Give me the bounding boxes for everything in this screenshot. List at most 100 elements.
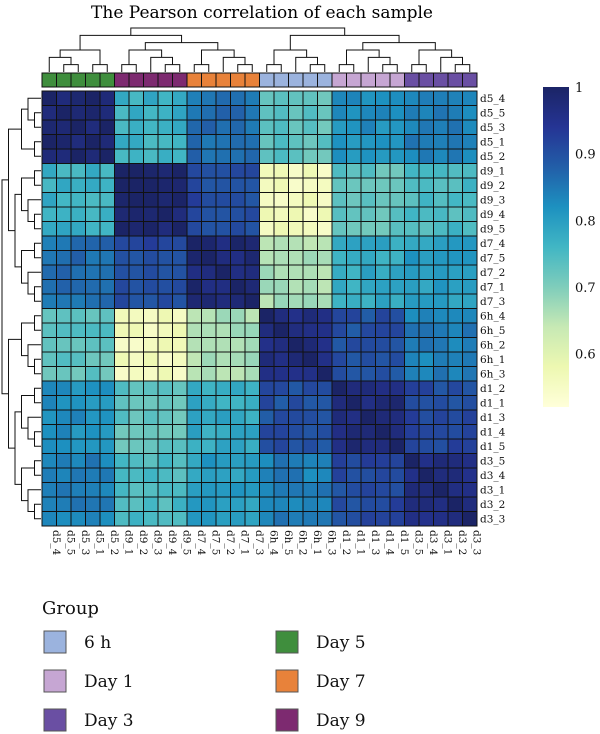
- heatmap-cell: [215, 482, 231, 498]
- heatmap-cell: [346, 395, 362, 411]
- dendrogram-branch: [382, 64, 398, 72]
- heatmap-cell: [273, 467, 289, 483]
- heatmap-cell: [418, 380, 434, 396]
- heatmap-cell: [360, 119, 376, 135]
- heatmap-cell: [288, 293, 304, 309]
- heatmap-cell: [172, 467, 188, 483]
- heatmap-cell: [447, 192, 463, 208]
- heatmap-cell: [273, 221, 289, 237]
- heatmap-cell: [259, 322, 275, 338]
- heatmap-cell: [433, 409, 449, 425]
- heatmap-cell: [128, 279, 144, 295]
- row-label: d5_1: [480, 136, 505, 148]
- heatmap-cell: [418, 163, 434, 179]
- group-bar-cell: [389, 72, 405, 88]
- heatmap-cell: [128, 395, 144, 411]
- heatmap-cell: [462, 90, 478, 106]
- heatmap-cell: [41, 119, 57, 135]
- heatmap-cell: [418, 409, 434, 425]
- dendrogram-branch: [34, 358, 41, 375]
- heatmap-cell: [99, 206, 115, 222]
- heatmap-cell: [288, 235, 304, 251]
- heatmap-cell: [172, 279, 188, 295]
- heatmap-cell: [288, 105, 304, 121]
- heatmap-cell: [259, 119, 275, 135]
- heatmap-cell: [317, 322, 333, 338]
- heatmap-cell: [302, 424, 318, 440]
- heatmap-cell: [317, 163, 333, 179]
- heatmap-cell: [302, 496, 318, 512]
- heatmap-cell: [259, 395, 275, 411]
- legend-swatch: [275, 708, 299, 732]
- heatmap-cell: [114, 380, 130, 396]
- heatmap-cell: [360, 90, 376, 106]
- heatmap-cell: [259, 380, 275, 396]
- heatmap-cell: [244, 177, 260, 193]
- heatmap-cell: [143, 308, 159, 324]
- heatmap-cell: [462, 380, 478, 396]
- heatmap-cell: [201, 380, 217, 396]
- row-label: 6h_5: [480, 325, 505, 337]
- heatmap-cell: [302, 293, 318, 309]
- heatmap-cell: [288, 409, 304, 425]
- heatmap-cell: [302, 148, 318, 164]
- heatmap-cell: [99, 409, 115, 425]
- group-bar-cell: [56, 72, 72, 88]
- heatmap-cell: [215, 235, 231, 251]
- heatmap-cell: [273, 496, 289, 512]
- heatmap-cell: [288, 148, 304, 164]
- heatmap-cell: [157, 119, 173, 135]
- heatmap-cell: [462, 163, 478, 179]
- heatmap-cell: [41, 235, 57, 251]
- heatmap-cells: [41, 90, 478, 527]
- heatmap-cell: [85, 380, 101, 396]
- heatmap-cell: [157, 467, 173, 483]
- heatmap-cell: [56, 177, 72, 193]
- heatmap-cell: [143, 250, 159, 266]
- legend-label: Day 5: [316, 633, 366, 653]
- heatmap-cell: [317, 366, 333, 382]
- row-label: d7_5: [480, 252, 505, 264]
- heatmap-cell: [404, 366, 420, 382]
- heatmap-cell: [215, 177, 231, 193]
- dendrogram-branch: [34, 387, 41, 404]
- heatmap-cell: [230, 395, 246, 411]
- heatmap-cell: [128, 380, 144, 396]
- heatmap-cell: [462, 322, 478, 338]
- legend-swatch: [275, 669, 299, 693]
- heatmap-cell: [462, 308, 478, 324]
- heatmap-cell: [56, 134, 72, 150]
- heatmap-cell: [317, 206, 333, 222]
- heatmap-cell: [99, 177, 115, 193]
- heatmap-cell: [433, 221, 449, 237]
- heatmap-cell: [215, 90, 231, 106]
- heatmap-cell: [346, 221, 362, 237]
- heatmap-cell: [360, 264, 376, 280]
- heatmap-cell: [404, 453, 420, 469]
- heatmap-cell: [70, 511, 86, 527]
- heatmap-cell: [360, 380, 376, 396]
- heatmap-cell: [114, 250, 130, 266]
- column-label: d3_1: [441, 530, 453, 555]
- heatmap-cell: [186, 148, 202, 164]
- heatmap-cell: [41, 351, 57, 367]
- heatmap-cell: [85, 134, 101, 150]
- heatmap-cell: [143, 482, 159, 498]
- heatmap-cell: [389, 409, 405, 425]
- heatmap-cell: [404, 264, 420, 280]
- heatmap-cell: [273, 134, 289, 150]
- heatmap-cell: [418, 105, 434, 121]
- heatmap-cell: [433, 264, 449, 280]
- heatmap-cell: [317, 148, 333, 164]
- heatmap-cell: [143, 351, 159, 367]
- heatmap-cell: [215, 409, 231, 425]
- heatmap-cell: [433, 119, 449, 135]
- heatmap-cell: [186, 308, 202, 324]
- heatmap-cell: [70, 453, 86, 469]
- heatmap-cell: [70, 177, 86, 193]
- heatmap-cell: [157, 308, 173, 324]
- heatmap-cell: [186, 322, 202, 338]
- column-label: d7_1: [238, 530, 250, 555]
- column-label: d1_2: [340, 530, 352, 555]
- heatmap-cell: [433, 453, 449, 469]
